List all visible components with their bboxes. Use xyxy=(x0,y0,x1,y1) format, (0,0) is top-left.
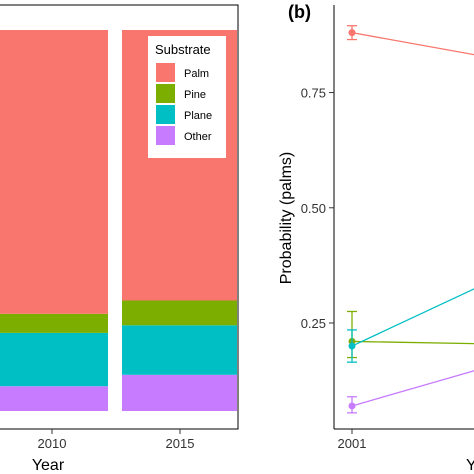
data-point xyxy=(348,402,356,410)
legend-key-palm xyxy=(156,63,175,82)
y-tick-label: 0.75 xyxy=(301,86,326,101)
data-point xyxy=(348,29,356,37)
data-point xyxy=(348,342,356,350)
series-line xyxy=(351,340,474,345)
series-2 xyxy=(347,288,474,363)
legend-key-other xyxy=(156,126,175,145)
panel-b-y-axis-title: Probability (palms) xyxy=(278,152,295,284)
x-tick-label: 2015 xyxy=(166,436,195,451)
bar-segment-pine-2010 xyxy=(0,313,108,333)
legend-label-pine: Pine xyxy=(184,89,206,101)
legend-key-plane xyxy=(156,105,175,124)
bar-segment-plane-2015 xyxy=(122,325,237,375)
panel-b-x-axis-title: Y xyxy=(466,457,474,474)
bar-segment-other-2015 xyxy=(122,374,237,411)
bar-segment-pine-2015 xyxy=(122,300,237,326)
legend-key-pine xyxy=(156,84,175,103)
legend-label-other: Other xyxy=(184,131,212,143)
series-line xyxy=(351,288,474,347)
series-line xyxy=(351,32,474,56)
panel-b-label: (b) xyxy=(288,2,311,22)
panel-b-line-chart: (b) Probability (palms) 0.25 0.50 0.75 200… xyxy=(278,2,474,474)
x-tick-label: 2001 xyxy=(338,436,367,451)
y-tick-label: 0.50 xyxy=(301,201,326,216)
bar-segment-other-2010 xyxy=(0,386,108,411)
bar-segment-plane-2010 xyxy=(0,332,108,387)
legend-label-palm: Palm xyxy=(184,68,209,80)
series-0 xyxy=(347,25,474,56)
panel-b-y-ticks: 0.25 0.50 0.75 xyxy=(301,86,334,331)
panel-a-stacked-bar-chart: 2010 2015 Year Substrate Palm Pine Plane Oth… xyxy=(0,4,239,474)
panel-b-x-ticks: 2001 xyxy=(338,429,367,451)
series-3 xyxy=(347,370,474,414)
series-line xyxy=(351,370,474,407)
panel-a-legend: Substrate Palm Pine Plane Other xyxy=(148,36,226,158)
panel-a-frame xyxy=(0,4,239,430)
legend-label-plane: Plane xyxy=(184,110,212,122)
x-tick-label: 2010 xyxy=(38,436,67,451)
legend-title: Substrate xyxy=(155,42,211,57)
bar-segment-palm-2010 xyxy=(0,30,108,314)
panel-a-x-ticks: 2010 2015 xyxy=(38,429,195,451)
panel-a-x-axis-title: Year xyxy=(32,457,65,474)
panel-b-series xyxy=(347,25,474,414)
y-tick-label: 0.25 xyxy=(301,316,326,331)
